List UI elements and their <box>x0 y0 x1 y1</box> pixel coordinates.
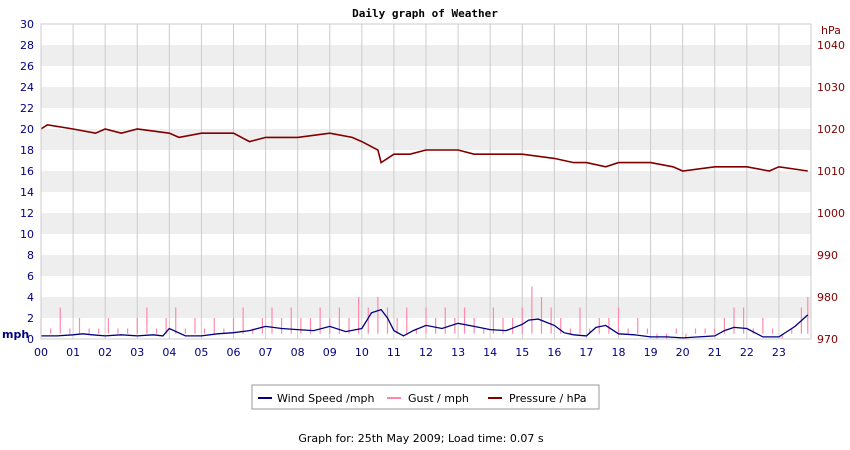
x-tick-label: 19 <box>644 346 658 359</box>
right-tick-label: 1040 <box>817 39 845 52</box>
legend-wind-label: Wind Speed /mph <box>277 392 375 405</box>
left-tick-label: 20 <box>20 123 34 136</box>
x-tick-label: 07 <box>259 346 273 359</box>
right-tick-label: 1030 <box>817 81 845 94</box>
legend-box <box>251 384 600 410</box>
right-tick-label: 1020 <box>817 123 845 136</box>
right-tick-label: 980 <box>817 291 838 304</box>
left-tick-label: 30 <box>20 18 34 31</box>
x-tick-label: 09 <box>323 346 337 359</box>
x-axis-ticks: 00 01 02 03 04 05 06 07 08 09 10 11 12 13 14 15 16 17 18 19… <box>34 346 786 359</box>
right-tick-label: 970 <box>817 333 838 346</box>
left-tick-label: 6 <box>27 270 34 283</box>
wind-speed-line <box>41 308 809 339</box>
x-tick-label: 14 <box>483 346 497 359</box>
x-tick-label: 04 <box>162 346 176 359</box>
right-tick-label: 1010 <box>817 165 845 178</box>
x-tick-label: 10 <box>355 346 369 359</box>
right-tick-label: 990 <box>817 249 838 262</box>
x-tick-label: 20 <box>676 346 690 359</box>
x-tick-label: 00 <box>34 346 48 359</box>
x-tick-label: 06 <box>227 346 241 359</box>
left-tick-label: 12 <box>20 207 34 220</box>
left-tick-label: 24 <box>20 81 34 94</box>
x-tick-label: 11 <box>387 346 401 359</box>
right-axis-unit: hPa <box>821 24 841 37</box>
left-tick-label: 22 <box>20 102 34 115</box>
chart-title: Daily graph of Weather <box>352 7 498 20</box>
x-tick-label: 08 <box>291 346 305 359</box>
left-tick-label: 28 <box>20 39 34 52</box>
x-tick-label: 16 <box>547 346 561 359</box>
left-tick-label: 4 <box>27 291 34 304</box>
x-tick-label: 18 <box>612 346 626 359</box>
left-tick-label: 14 <box>20 186 34 199</box>
x-tick-label: 05 <box>194 346 208 359</box>
plot-border <box>40 23 812 340</box>
x-tick-label: 13 <box>451 346 465 359</box>
legend: Wind Speed /mph Gust / mph Pressure / hP… <box>251 384 600 410</box>
x-tick-label: 12 <box>419 346 433 359</box>
left-tick-label: 2 <box>27 312 34 325</box>
pressure-line <box>40 123 808 172</box>
legend-pressure-label: Pressure / hPa <box>509 392 587 405</box>
left-tick-label: 0 <box>27 333 34 346</box>
x-tick-label: 17 <box>579 346 593 359</box>
left-tick-label: 26 <box>20 60 34 73</box>
left-tick-label: 16 <box>20 165 34 178</box>
series-layer <box>40 123 809 339</box>
right-axis-ticks: 970 980 990 1000 1010 1020 1030 1040 <box>817 39 845 346</box>
x-tick-label: 22 <box>740 346 754 359</box>
left-tick-label: 10 <box>20 228 34 241</box>
footer-text: Graph for: 25th May 2009; Load time: 0.0… <box>298 432 544 445</box>
x-tick-label: 01 <box>66 346 80 359</box>
legend-gust-label: Gust / mph <box>408 392 469 405</box>
x-tick-label: 23 <box>772 346 786 359</box>
x-tick-label: 21 <box>708 346 722 359</box>
x-tick-label: 02 <box>98 346 112 359</box>
left-axis-unit: mph <box>2 328 29 341</box>
right-tick-label: 1000 <box>817 207 845 220</box>
left-tick-label: 18 <box>20 144 34 157</box>
left-tick-label: 8 <box>27 249 34 262</box>
x-tick-label: 03 <box>130 346 144 359</box>
x-tick-label: 15 <box>515 346 529 359</box>
